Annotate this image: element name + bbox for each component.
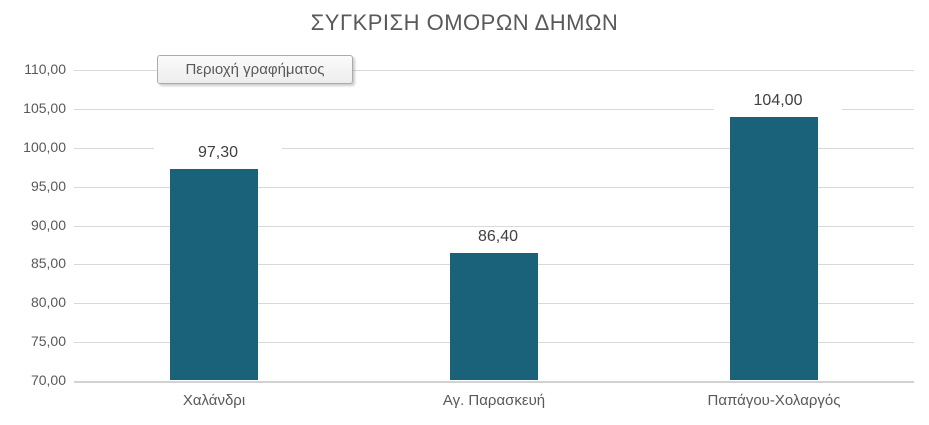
chart-area-tooltip: Περιοχή γραφήματος — [157, 55, 353, 84]
bar-1[interactable] — [170, 169, 258, 380]
y-axis-tick-label: 100,00 — [23, 139, 66, 155]
gridline — [74, 70, 914, 71]
y-axis-tick-label: 110,00 — [24, 61, 66, 77]
gridline — [74, 226, 914, 227]
x-axis-category-label: Παπάγου-Χολαργός — [707, 392, 841, 409]
x-axis-category-label: Χαλάνδρι — [182, 392, 246, 409]
y-axis-tick-label: 70,00 — [30, 372, 66, 388]
data-label: 97,30 — [154, 143, 282, 162]
chart-title[interactable]: ΣΥΓΚΡΙΣΗ ΟΜΟΡΩΝ ΔΗΜΩΝ — [310, 10, 619, 35]
plot-area[interactable] — [74, 70, 914, 383]
data-label: 86,40 — [434, 228, 562, 247]
y-axis-tick-label: 90,00 — [30, 217, 66, 233]
gridline — [74, 148, 914, 149]
gridline — [74, 109, 914, 110]
y-axis-tick-label: 80,00 — [30, 294, 66, 310]
y-axis-tick-label: 75,00 — [30, 333, 66, 349]
bar-3[interactable] — [730, 117, 818, 380]
x-axis-category-label: Αγ. Παρασκευή — [442, 392, 546, 409]
bar-2[interactable] — [450, 253, 538, 380]
y-axis-tick-label: 105,00 — [23, 100, 66, 116]
x-axis-line — [74, 381, 914, 383]
data-label: 104,00 — [714, 91, 842, 110]
y-axis-tick-label: 85,00 — [30, 255, 66, 271]
y-axis-tick-label: 95,00 — [30, 178, 66, 194]
gridline — [74, 187, 914, 188]
chart-area-tooltip-label: Περιοχή γραφήματος — [185, 61, 325, 78]
